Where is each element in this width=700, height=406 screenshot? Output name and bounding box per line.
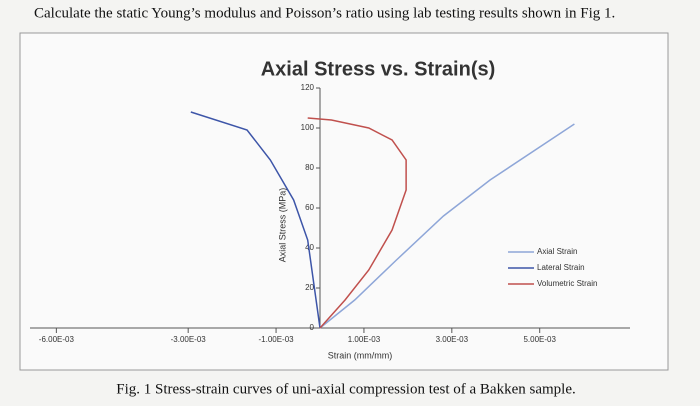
y-tick-label: 40 <box>305 243 314 252</box>
y-tick-label: 20 <box>305 283 314 292</box>
y-tick-label: 0 <box>310 323 315 332</box>
series-line <box>307 117 407 329</box>
chart-frame <box>19 32 669 371</box>
series-line <box>190 111 321 329</box>
x-tick-label: -1.00E-03 <box>258 335 294 344</box>
question: Calculate the static Young’s modulus and… <box>34 5 615 21</box>
caption: Fig. 1 Stress-strain curves of uni-axial… <box>116 381 576 397</box>
series-line <box>319 123 575 329</box>
legend-label: Lateral Strain <box>537 263 585 272</box>
y-axis-label: Axial Stress (MPa) <box>277 188 287 263</box>
y-tick-label: 80 <box>305 163 314 172</box>
x-tick-label: 1.00E-03 <box>348 335 381 344</box>
x-tick-label: 5.00E-03 <box>523 335 556 344</box>
legend-label: Axial Strain <box>537 247 577 256</box>
y-tick-label: 100 <box>301 123 315 132</box>
y-tick-label: 120 <box>301 83 315 92</box>
y-tick-label: 60 <box>305 203 314 212</box>
x-axis-label: Strain (mm/mm) <box>328 350 393 360</box>
chart-title: Axial Stress vs. Strain(s) <box>261 58 496 80</box>
legend-label: Volumetric Strain <box>537 279 597 288</box>
x-tick-label: -6.00E-03 <box>39 335 75 344</box>
x-tick-label: -3.00E-03 <box>171 335 207 344</box>
x-tick-label: 3.00E-03 <box>436 335 469 344</box>
